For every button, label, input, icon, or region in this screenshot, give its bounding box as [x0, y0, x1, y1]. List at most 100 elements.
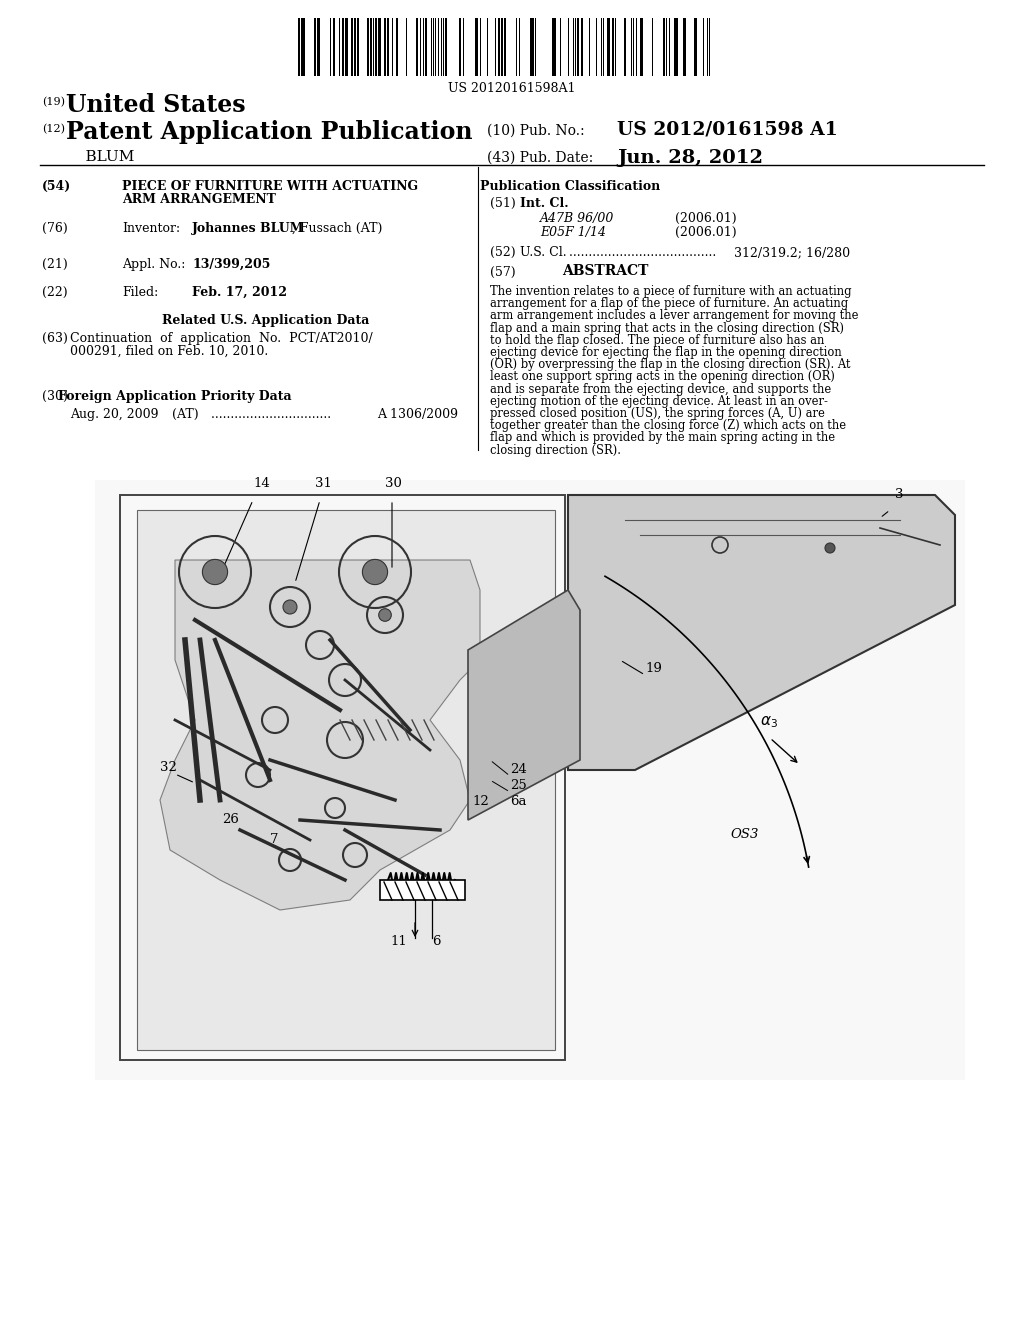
Circle shape	[362, 560, 388, 585]
Bar	[137, 510, 555, 1049]
Bar	[314, 18, 316, 77]
Text: (54): (54)	[42, 180, 72, 193]
Bar	[396, 18, 398, 77]
Text: Jun. 28, 2012: Jun. 28, 2012	[617, 149, 763, 168]
Bar	[640, 18, 643, 77]
Bar	[354, 18, 356, 77]
Text: closing direction (SR).: closing direction (SR).	[490, 444, 621, 457]
Text: 312/319.2; 16/280: 312/319.2; 16/280	[730, 246, 850, 259]
Text: to hold the flap closed. The piece of furniture also has an: to hold the flap closed. The piece of fu…	[490, 334, 824, 347]
Text: 7: 7	[270, 833, 279, 846]
Bar	[351, 18, 353, 77]
Text: ...............................: ...............................	[207, 408, 339, 421]
Text: A47B 96/00: A47B 96/00	[540, 213, 614, 224]
Bar	[612, 18, 614, 77]
Bar	[317, 18, 319, 77]
Bar	[367, 18, 369, 77]
Text: A 1306/2009: A 1306/2009	[377, 408, 458, 421]
Text: (22): (22)	[42, 286, 68, 300]
Text: 000291, filed on Feb. 10, 2010.: 000291, filed on Feb. 10, 2010.	[70, 345, 268, 358]
Text: US 2012/0161598 A1: US 2012/0161598 A1	[617, 121, 838, 139]
Text: ARM ARRANGEMENT: ARM ARRANGEMENT	[122, 193, 275, 206]
Text: 32: 32	[160, 762, 177, 774]
Text: (51): (51)	[490, 197, 516, 210]
Text: Patent Application Publication: Patent Application Publication	[66, 120, 472, 144]
Text: Appl. No.:: Appl. No.:	[122, 257, 185, 271]
Bar	[384, 18, 386, 77]
Circle shape	[203, 560, 227, 585]
Text: pressed closed position (US), the spring forces (A, U) are: pressed closed position (US), the spring…	[490, 407, 825, 420]
Bar	[301, 18, 305, 77]
Text: least one support spring acts in the opening direction (OR): least one support spring acts in the ope…	[490, 371, 835, 383]
Bar	[342, 18, 344, 77]
Text: together greater than the closing force (Z) which acts on the: together greater than the closing force …	[490, 420, 846, 432]
Text: Foreign Application Priority Data: Foreign Application Priority Data	[58, 389, 292, 403]
Bar	[387, 18, 389, 77]
Text: arm arrangement includes a lever arrangement for moving the: arm arrangement includes a lever arrange…	[490, 309, 858, 322]
Text: United States: United States	[66, 92, 246, 117]
Bar	[378, 18, 381, 77]
Polygon shape	[160, 560, 480, 909]
Text: Feb. 17, 2012: Feb. 17, 2012	[193, 286, 287, 300]
Text: US 20120161598A1: US 20120161598A1	[449, 82, 575, 95]
Text: E05F 1/14: E05F 1/14	[540, 226, 606, 239]
Text: (76): (76)	[42, 222, 68, 235]
Bar	[298, 18, 300, 77]
Text: Aug. 20, 2009: Aug. 20, 2009	[70, 408, 159, 421]
Text: Continuation  of  application  No.  PCT/AT2010/: Continuation of application No. PCT/AT20…	[70, 333, 373, 345]
Text: (43) Pub. Date:: (43) Pub. Date:	[487, 150, 593, 165]
Text: BLUM: BLUM	[66, 150, 134, 164]
Text: (AT): (AT)	[172, 408, 199, 421]
Circle shape	[825, 543, 835, 553]
Text: , Fussach (AT): , Fussach (AT)	[292, 222, 382, 235]
Bar	[380, 880, 465, 900]
Text: and is separate from the ejecting device, and supports the: and is separate from the ejecting device…	[490, 383, 831, 396]
Text: The invention relates to a piece of furniture with an actuating: The invention relates to a piece of furn…	[490, 285, 852, 298]
Text: 13/399,205: 13/399,205	[193, 257, 270, 271]
Text: 6a: 6a	[510, 795, 526, 808]
Text: 26: 26	[222, 813, 239, 826]
Polygon shape	[568, 495, 955, 770]
Bar	[498, 18, 500, 77]
Text: flap and which is provided by the main spring acting in the: flap and which is provided by the main s…	[490, 432, 836, 445]
Bar	[683, 18, 686, 77]
Text: 14: 14	[253, 477, 269, 490]
Bar	[475, 18, 478, 77]
Bar	[530, 18, 534, 77]
Text: OS3: OS3	[730, 828, 759, 841]
Bar	[370, 18, 372, 77]
Bar	[581, 18, 583, 77]
Text: 24: 24	[510, 763, 526, 776]
Text: (30): (30)	[42, 389, 68, 403]
Text: (52): (52)	[490, 246, 516, 259]
Text: Johannes BLUM: Johannes BLUM	[193, 222, 304, 235]
Text: U.S. Cl.: U.S. Cl.	[520, 246, 566, 259]
Text: (10) Pub. No.:: (10) Pub. No.:	[487, 124, 585, 139]
Text: Publication Classification: Publication Classification	[480, 180, 660, 193]
Text: 11: 11	[390, 935, 407, 948]
Bar	[416, 18, 418, 77]
Text: 6: 6	[432, 935, 440, 948]
Text: (63): (63)	[42, 333, 68, 345]
Circle shape	[283, 601, 297, 614]
Polygon shape	[468, 590, 580, 820]
Bar	[95, 480, 965, 1080]
Text: (2006.01): (2006.01)	[675, 226, 736, 239]
Bar	[624, 18, 626, 77]
Text: ......................................: ......................................	[565, 246, 716, 259]
Text: 12: 12	[472, 795, 488, 808]
Text: (12): (12)	[42, 124, 65, 135]
Bar	[552, 18, 556, 77]
Bar	[333, 18, 335, 77]
Bar	[504, 18, 506, 77]
Text: Related U.S. Application Data: Related U.S. Application Data	[163, 314, 370, 327]
Bar	[357, 18, 359, 77]
Bar	[445, 18, 447, 77]
Text: Inventor:: Inventor:	[122, 222, 180, 235]
Bar	[120, 495, 565, 1060]
Text: (OR) by overpressing the flap in the closing direction (SR). At: (OR) by overpressing the flap in the clo…	[490, 358, 851, 371]
Bar	[694, 18, 697, 77]
Text: Int. Cl.: Int. Cl.	[520, 197, 568, 210]
Text: flap and a main spring that acts in the closing direction (SR): flap and a main spring that acts in the …	[490, 322, 844, 334]
Bar	[425, 18, 427, 77]
